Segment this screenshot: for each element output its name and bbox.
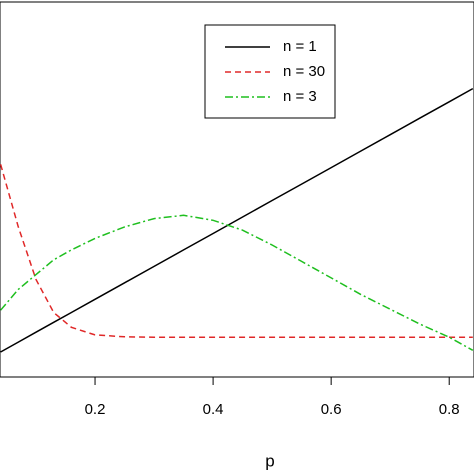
series-line [0,164,473,338]
legend-label: n = 1 [283,38,317,55]
series-line [0,87,474,353]
x-tick-label: 0.6 [321,401,342,418]
x-tick-label: 0.2 [85,401,106,418]
series-line [0,214,474,351]
plot-area [0,87,474,353]
x-axis-label: p [265,451,274,470]
legend-label: n = 30 [283,63,325,80]
x-tick-label: 0.8 [439,401,460,418]
x-tick-label: 0.4 [203,401,224,418]
legend-label: n = 3 [283,88,317,105]
plot-frame [0,1,474,378]
